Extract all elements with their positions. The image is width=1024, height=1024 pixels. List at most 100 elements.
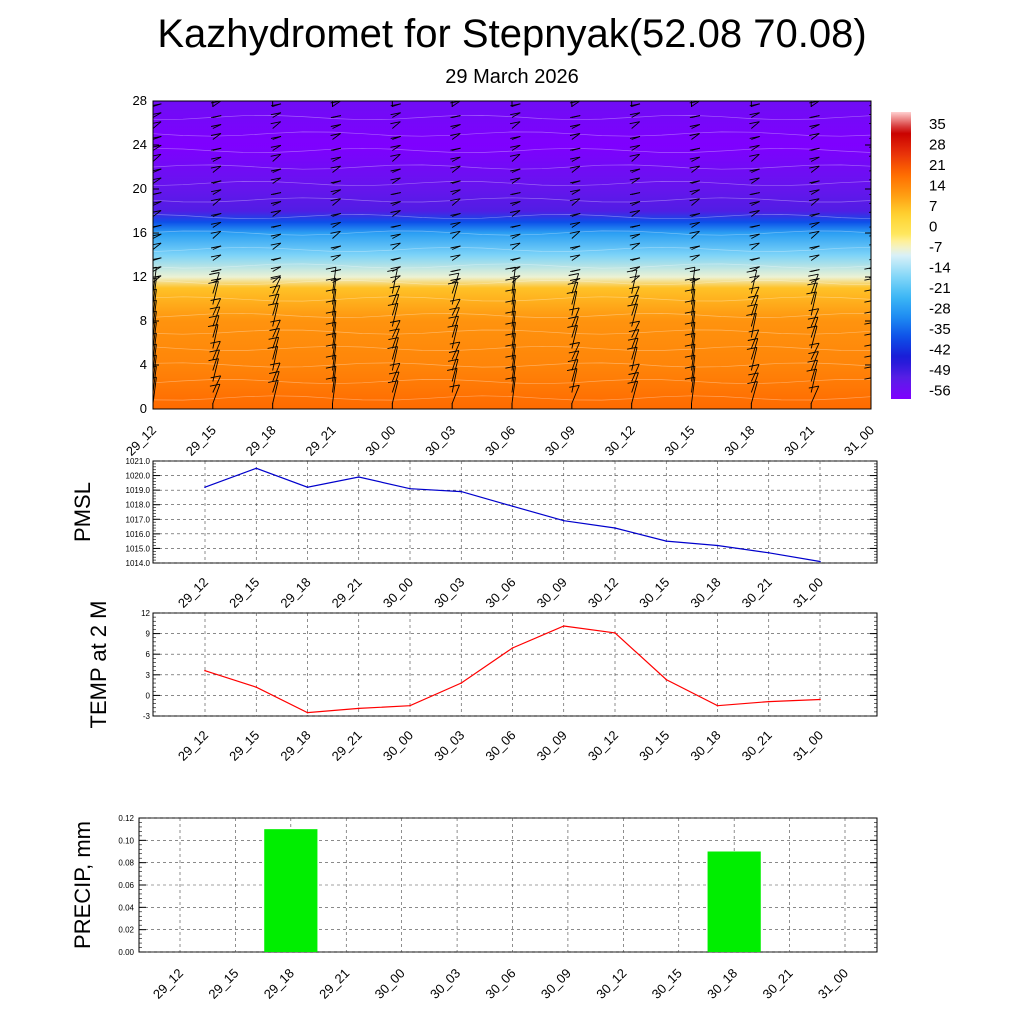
wind-barb-shaft: [212, 230, 222, 239]
wind-barb-feather: [570, 212, 581, 216]
wind-barb-feather: [864, 355, 871, 358]
wind-barb-shaft: [631, 177, 641, 184]
wind-barb-feather: [211, 245, 222, 249]
wind-barb-shaft: [332, 333, 337, 360]
wind-barb-shaft: [272, 153, 282, 162]
wind-barb-feather: [390, 275, 401, 279]
wind-barb-shaft: [810, 254, 820, 261]
wind-barb-feather: [689, 180, 700, 184]
wind-barb-shaft: [810, 291, 817, 316]
wind-barb-shaft: [391, 303, 399, 327]
wind-barb-shaft: [212, 198, 222, 206]
wind-barb-shaft: [870, 281, 871, 283]
wind-barb-feather: [689, 156, 700, 160]
wind-barb-shaft: [451, 325, 459, 349]
wind-barb-shaft: [751, 112, 760, 118]
wind-barb-shaft: [332, 366, 337, 393]
wind-barb-feather: [689, 115, 700, 119]
wind-barb-feather: [390, 112, 401, 116]
wind-barb-shaft: [511, 333, 516, 360]
wind-barb-shaft: [391, 320, 401, 338]
wind-barb-feather: [689, 269, 700, 273]
wind-barb-shaft: [870, 333, 871, 338]
wind-barb-feather: [809, 147, 820, 151]
wind-barb-feather: [153, 257, 162, 260]
wind-barb-feather: [629, 363, 640, 367]
colorbar-label: 14: [929, 178, 946, 195]
x-tick-label: 31_00: [790, 575, 826, 611]
wind-barb-feather: [390, 233, 401, 237]
wind-barb-feather: [270, 121, 281, 125]
wind-barb-shaft: [691, 267, 696, 294]
wind-barb-feather: [153, 103, 162, 106]
wind-barb-shaft: [870, 116, 871, 118]
wind-barb-shaft: [511, 355, 516, 382]
wind-barb-shaft: [751, 153, 760, 162]
wind-barb-shaft: [870, 248, 871, 250]
wind-barb-shaft: [750, 372, 759, 393]
x-tick-label: 30_09: [538, 966, 574, 1002]
wind-barb-shaft: [332, 189, 341, 195]
wind-barb-feather: [211, 189, 222, 193]
x-tick-label: 29_18: [261, 966, 297, 1002]
wind-barb-feather: [390, 192, 401, 196]
wind-barb-shaft: [212, 221, 222, 228]
wind-barb-feather: [747, 303, 758, 307]
data-point: [409, 704, 411, 707]
colorbar-label: 35: [929, 116, 946, 133]
wind-barb-feather: [209, 383, 220, 387]
wind-barb-shaft: [212, 324, 219, 349]
wind-barb-feather: [510, 192, 521, 196]
y-tick-label: 28: [133, 93, 147, 108]
wind-barb-feather: [330, 115, 341, 119]
wind-barb-feather: [449, 341, 460, 345]
wind-barb-feather: [809, 254, 820, 258]
data-point: [614, 632, 616, 634]
wind-barb-shaft: [153, 121, 162, 129]
wind-barb-shaft: [451, 316, 459, 338]
wind-barb-shaft: [631, 266, 641, 272]
x-tick-label: 29_12: [175, 728, 211, 764]
wind-barb-shaft: [212, 315, 220, 338]
contour-line: [153, 131, 871, 137]
wind-barb-shaft: [332, 221, 341, 228]
wind-barb-shaft: [870, 300, 871, 305]
data-point: [665, 678, 668, 681]
wind-barb-feather: [510, 257, 521, 261]
wind-barb-shaft: [810, 343, 820, 360]
wind-barb-shaft: [451, 221, 461, 228]
wind-barb-shaft: [212, 133, 222, 140]
data-point: [511, 505, 514, 507]
x-tick-label: 30_12: [585, 575, 621, 611]
wind-barb-feather: [330, 269, 341, 273]
wind-barb-feather: [450, 165, 461, 169]
wind-barb-feather: [450, 180, 461, 184]
wind-barb-shaft: [691, 355, 696, 382]
wind-barb-shaft: [332, 133, 341, 140]
wind-barb-shaft: [870, 270, 871, 272]
wind-barb-shaft: [810, 317, 819, 338]
wind-barb-feather: [209, 349, 220, 353]
wind-barb-shaft: [511, 153, 521, 162]
wind-barb-shaft: [451, 359, 459, 382]
wind-barb-feather: [864, 366, 871, 369]
wind-barb-feather: [689, 124, 700, 127]
pmsl-panel: 1014.0 1015.0 1016.0 1017.0 1018.0 1019.0 1020…: [70, 457, 878, 611]
wind-barb-feather: [510, 135, 521, 139]
wind-barb-feather: [210, 375, 221, 379]
wind-barb-feather: [809, 245, 820, 249]
wind-barb-feather: [211, 147, 222, 151]
wind-barb-feather: [450, 133, 461, 136]
cross-section-panel: 0 4 8 12 16 20 24 28 29_12 29_15 29_18 29_21 30_00 30…: [123, 93, 877, 459]
wind-barb-feather: [864, 333, 871, 336]
wind-barb-shaft: [332, 311, 337, 338]
wind-barb-shaft: [631, 363, 640, 382]
wind-barb-shaft: [691, 198, 700, 206]
wind-barb-shaft: [631, 210, 641, 217]
wind-barb-shaft: [870, 355, 871, 360]
wind-barb-shaft: [511, 177, 521, 184]
wind-barb-feather: [809, 278, 820, 281]
wind-barb-feather: [450, 221, 461, 225]
data-point: [819, 560, 821, 563]
wind-barb-feather: [809, 180, 820, 184]
